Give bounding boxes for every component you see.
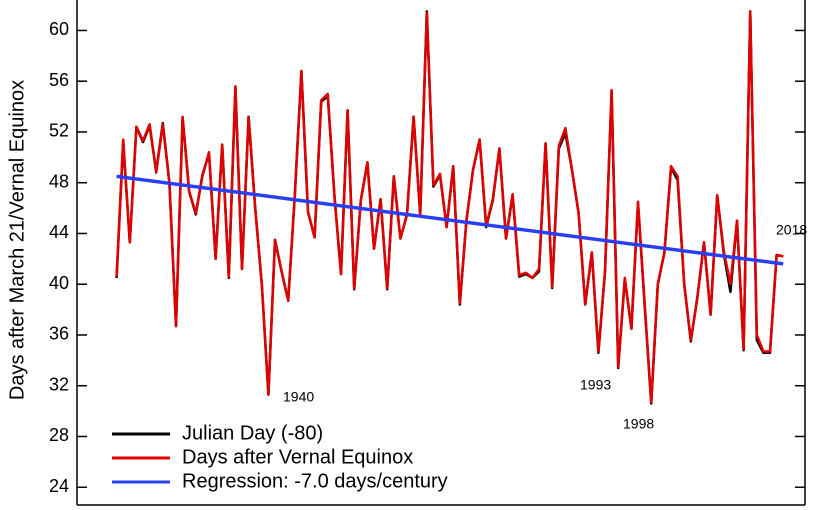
y-tick-label: 48 — [49, 171, 69, 191]
legend-label: Days after Vernal Equinox — [182, 446, 413, 468]
legend-label: Regression: -7.0 days/century — [182, 470, 448, 492]
y-tick-label: 40 — [49, 273, 69, 293]
y-tick-label: 60 — [49, 19, 69, 39]
y-tick-label: 56 — [49, 70, 69, 90]
y-tick-label: 36 — [49, 324, 69, 344]
y-tick-label: 24 — [49, 476, 69, 496]
y-tick-label: 52 — [49, 121, 69, 141]
y-tick-label: 44 — [49, 222, 69, 242]
y-tick-label: 32 — [49, 374, 69, 394]
y-axis-label: Days after March 21/Vernal Equinox — [6, 80, 28, 400]
legend-label: Julian Day (-80) — [182, 422, 323, 444]
series-line — [115, 10, 784, 404]
y-tick-label: 28 — [49, 425, 69, 445]
annotation: 1940 — [283, 389, 314, 405]
annotation: 2018 — [776, 222, 807, 238]
annotation: 1998 — [623, 416, 654, 432]
annotation: 1993 — [580, 377, 611, 393]
series-line — [116, 174, 784, 266]
